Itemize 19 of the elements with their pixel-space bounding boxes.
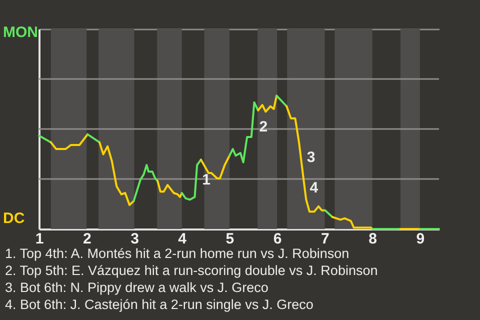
x-tick-label: 2 bbox=[82, 230, 92, 248]
text: DC bbox=[3, 210, 25, 227]
x-tick-label: 7 bbox=[321, 230, 330, 248]
annotation: 2 bbox=[259, 118, 268, 136]
annotation: 4 bbox=[310, 180, 319, 197]
annotation: 3 bbox=[306, 149, 316, 166]
x-tick-label: 1 bbox=[35, 230, 44, 248]
x-tick-label: 4 bbox=[178, 230, 188, 248]
x-tick-label: 3 bbox=[130, 230, 139, 248]
annotation: 1 bbox=[202, 172, 210, 189]
x-tick-label: 8 bbox=[368, 230, 378, 248]
text: 2. Top 5th: E. Vázquez hit a run-scoring double vs J. Robinson bbox=[5, 262, 378, 279]
x-tick-label: 6 bbox=[273, 230, 282, 248]
x-tick-label: 9 bbox=[416, 230, 425, 248]
x-tick-label: 5 bbox=[226, 230, 234, 248]
text: MON bbox=[3, 24, 38, 41]
text: 1. Top 4th: A. Montés hit a 2-run home run vs J. Robinson bbox=[5, 246, 350, 261]
text: 4. Bot 6th: J. Castejón hit a 2-run single vs J. Greco bbox=[5, 296, 314, 313]
text: 3. Bot 6th: N. Pippy drew a walk vs J. Greco bbox=[5, 279, 270, 296]
